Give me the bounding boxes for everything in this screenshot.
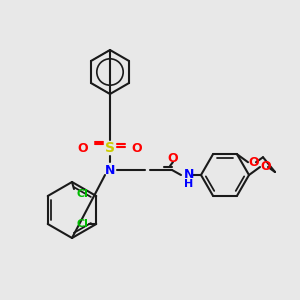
Text: O: O xyxy=(249,156,259,169)
Text: N: N xyxy=(105,164,115,176)
Text: N: N xyxy=(184,169,194,182)
Text: O: O xyxy=(168,152,178,164)
Text: S: S xyxy=(105,141,115,155)
Text: Cl: Cl xyxy=(76,189,88,199)
Text: O: O xyxy=(78,142,88,154)
Text: O: O xyxy=(261,160,271,173)
Text: H: H xyxy=(184,179,194,189)
Text: O: O xyxy=(132,142,142,154)
Text: Cl: Cl xyxy=(76,219,88,229)
